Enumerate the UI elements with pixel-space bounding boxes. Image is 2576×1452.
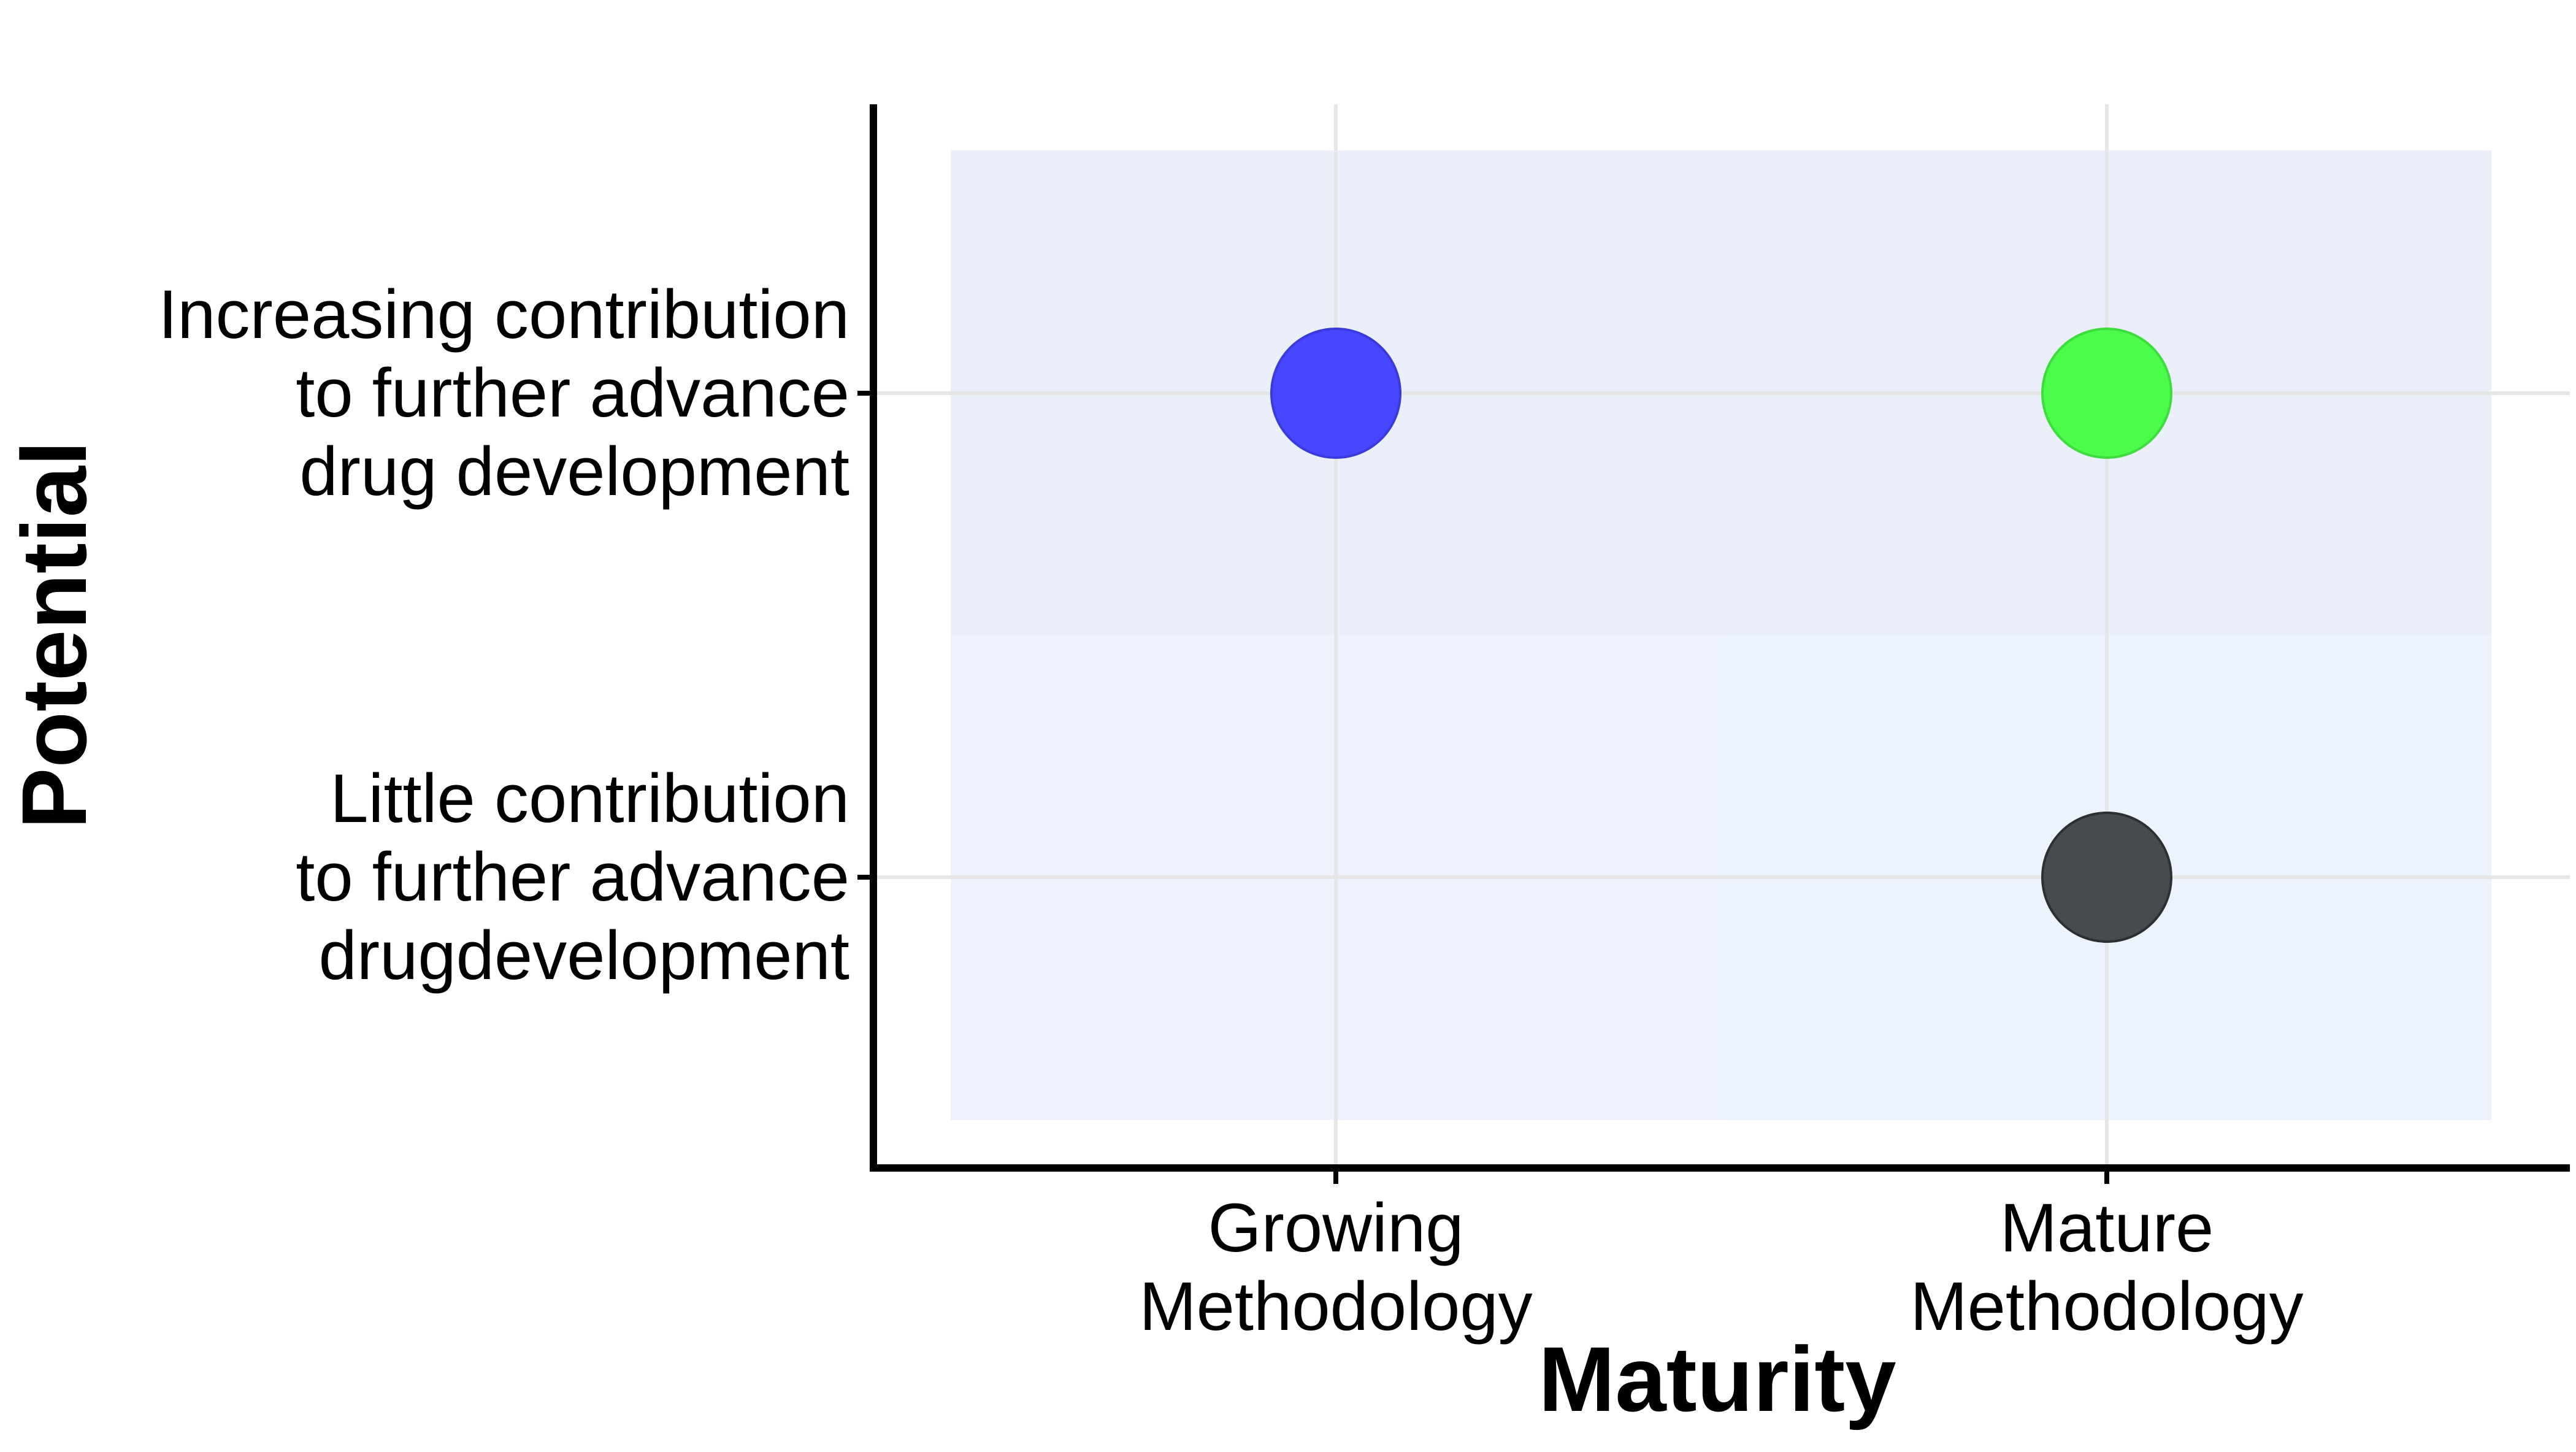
x-tick-label: Growing Methodology <box>1139 1189 1532 1345</box>
y-tick-label: Little contribution to further advance dru… <box>296 760 849 994</box>
x-tick-label: Mature Methodology <box>1910 1189 2303 1345</box>
quadrant-layer <box>951 150 2491 1120</box>
data-point <box>2041 812 2172 943</box>
x-tick-label-line: Mature <box>2000 1189 2214 1266</box>
points-layer <box>1270 328 2172 943</box>
y-tick-label-line: Little contribution <box>330 760 849 837</box>
x-tick-label-line: Methodology <box>1910 1268 2303 1345</box>
data-point <box>2041 328 2172 459</box>
data-point <box>1270 328 1401 459</box>
y-tick-label-line: drug development <box>299 433 849 510</box>
y-tick-label-line: Increasing contribution <box>158 276 849 353</box>
y-tick-label-line: drugdevelopment <box>319 917 849 994</box>
x-tick-label-line: Methodology <box>1139 1268 1532 1345</box>
axes-layer <box>857 104 2570 1184</box>
y-axis-title: Potential <box>2 440 105 829</box>
x-tick-label-line: Growing <box>1208 1189 1463 1266</box>
y-tick-label-line: to further advance <box>296 839 849 915</box>
y-tick-label: Increasing contribution to further advanc… <box>158 276 849 510</box>
x-axis-title: Maturity <box>1538 1327 1896 1431</box>
grid-layer <box>873 104 2570 1168</box>
y-tick-label-line: to further advance <box>296 355 849 431</box>
